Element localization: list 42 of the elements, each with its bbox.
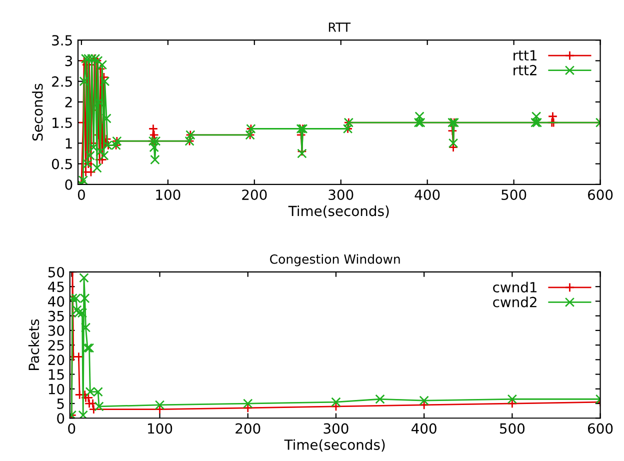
y-tick-label: 0	[57, 413, 64, 424]
y-tick-label: 0	[65, 179, 72, 190]
chart-title: Congestion Windown	[270, 254, 400, 266]
x-tick-label: 600	[588, 190, 613, 200]
y-tick-label: 25	[48, 340, 64, 351]
y-tick-label: 3	[65, 56, 72, 66]
legend-label: cwnd1	[493, 282, 537, 292]
x-tick-label: 100	[156, 190, 180, 200]
y-axis-title: Seconds	[32, 84, 43, 141]
y-tick-label: 3.5	[52, 35, 72, 46]
x-tick-label: 0	[78, 190, 85, 200]
y-tick-label: 50	[48, 266, 64, 278]
x-tick-label: 500	[502, 190, 526, 200]
y-tick-label: 45	[48, 282, 64, 292]
x-tick-label: 400	[412, 423, 436, 434]
legend-label: rtt2	[514, 64, 536, 76]
y-tick-label: 10	[48, 384, 64, 394]
x-tick-label: 100	[148, 423, 172, 434]
x-tick-label: 400	[414, 190, 440, 200]
x-tick-label: 300	[328, 190, 354, 200]
y-axis-title: Packets	[28, 319, 40, 370]
y-tick-label: 5	[57, 398, 64, 409]
x-axis-title: Time(seconds)	[288, 205, 389, 218]
x-tick-label: 200	[242, 190, 267, 200]
y-tick-label: 35	[48, 310, 64, 322]
y-tick-label: 40	[48, 296, 64, 307]
x-tick-label: 600	[588, 423, 613, 434]
x-axis-title: Time(seconds)	[284, 439, 385, 452]
legend-label: cwnd2	[493, 296, 536, 308]
y-tick-label: 2	[65, 96, 72, 108]
x-tick-label: 300	[324, 423, 348, 434]
x-tick-label: 500	[500, 423, 525, 434]
y-tick-label: 1	[66, 138, 72, 148]
y-tick-label: 30	[48, 325, 64, 336]
x-tick-label: 200	[236, 423, 260, 434]
y-tick-label: 20	[48, 354, 64, 366]
y-tick-label: 1.5	[52, 118, 72, 128]
chart-title: RTT	[328, 22, 351, 32]
y-tick-label: 0.5	[52, 158, 72, 170]
y-tick-label: 2.5	[52, 76, 72, 87]
legend-label: rtt1	[514, 50, 537, 60]
y-tick-label: 15	[48, 369, 64, 380]
